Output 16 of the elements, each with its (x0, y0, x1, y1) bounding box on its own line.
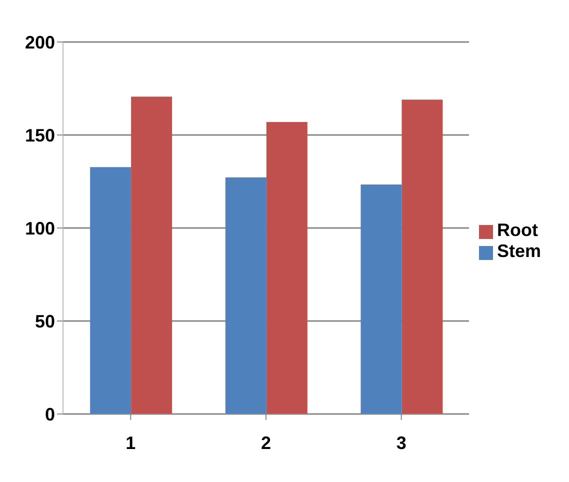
y-tick-label: 50 (34, 311, 55, 332)
bar (360, 184, 402, 414)
x-tick-label: 2 (260, 432, 271, 453)
legend-label: Root (496, 220, 538, 240)
bar (90, 167, 132, 414)
y-tick-label: 200 (24, 32, 55, 52)
y-tick-label: 0 (44, 404, 55, 424)
x-tick-label: 3 (396, 432, 406, 453)
bar (266, 122, 308, 414)
y-tick-label: 100 (24, 218, 55, 238)
y-tick-label: 150 (24, 125, 55, 146)
bar (131, 96, 172, 414)
x-tick-label: 1 (126, 432, 136, 453)
legend-label: Stem (496, 241, 541, 261)
bar (402, 100, 443, 414)
bar (225, 177, 266, 414)
